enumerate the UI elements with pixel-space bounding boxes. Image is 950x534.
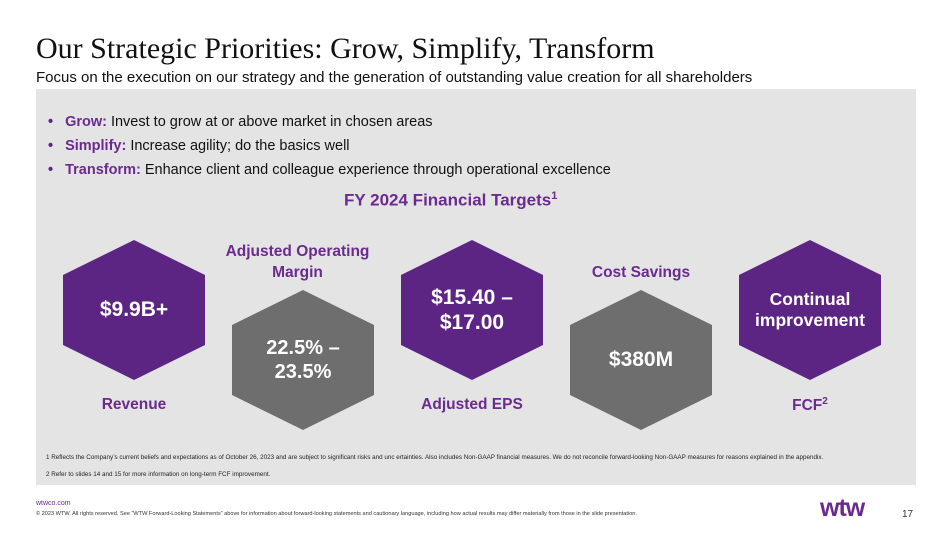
footer-copyright: © 2023 WTW. All rights reserved. See “WT…	[36, 511, 637, 517]
target-hex-fcf: Continual improvement	[739, 240, 881, 380]
priority-text: Increase agility; do the basics well	[130, 138, 350, 154]
priority-item-grow: • Grow: Invest to grow at or above market …	[48, 110, 611, 134]
target-value-line2: 23.5%	[274, 361, 332, 383]
priorities-list: • Grow: Invest to grow at or above market …	[48, 110, 611, 182]
page-number: 17	[902, 509, 914, 520]
target-label-eps: Adjusted EPS	[421, 396, 523, 413]
hexagon-shape	[232, 290, 374, 430]
target-value: $9.9B+	[99, 298, 169, 322]
target-value-line1: Continual	[769, 289, 851, 309]
slide-title: Our Strategic Priorities: Grow, Simplify…	[36, 32, 655, 65]
hexagon-shape	[401, 240, 543, 380]
target-value: 22.5% – 23.5%	[232, 290, 374, 430]
target-label-margin-line1: Adjusted Operating	[225, 243, 370, 260]
bullet-icon: •	[48, 114, 54, 130]
priority-text: Invest to grow at or above market in cho…	[110, 114, 433, 130]
target-hex-cost-savings: $380M	[570, 290, 712, 430]
target-label-margin-line2: Margin	[272, 264, 323, 281]
target-value: $15.40 – $17.00	[401, 240, 543, 380]
priority-keyword: Transform:	[65, 162, 141, 178]
target-label-cost-savings: Cost Savings	[591, 264, 691, 281]
priority-keyword: Simplify:	[65, 138, 127, 154]
target-hex-revenue: $9.9B+	[63, 240, 205, 380]
wtw-logo: wtw	[820, 494, 865, 522]
target-label-revenue: Revenue	[101, 396, 167, 413]
target-value: $380M	[608, 348, 674, 372]
footnote-1: 1 Reflects the Company’s current beliefs…	[46, 454, 824, 461]
target-label-fcf: FCF2	[739, 396, 881, 415]
bullet-icon: •	[48, 162, 54, 178]
target-value: Continual improvement	[739, 240, 881, 380]
priority-text: Enhance client and colleague experience …	[144, 162, 611, 178]
fcf-label-text: FCF	[792, 397, 823, 415]
fcf-label-footnote: 2	[822, 396, 828, 407]
target-value-line1: $15.40 –	[431, 285, 513, 309]
footer-site-link[interactable]: wtwco.com	[36, 500, 71, 507]
bullet-icon: •	[48, 138, 54, 154]
target-hex-eps: $15.40 – $17.00	[401, 240, 543, 380]
hexagon-shape	[570, 290, 712, 430]
target-hex-margin: 22.5% – 23.5%	[232, 290, 374, 430]
priority-item-simplify: • Simplify: Increase agility; do the basic…	[48, 134, 611, 158]
targets-title: FY 2024 Financial Targets	[344, 190, 552, 210]
targets-title-footnote: 1	[551, 190, 558, 202]
hexagon-shape	[739, 240, 881, 380]
priority-item-transform: • Transform: Enhance client and colleague …	[48, 158, 611, 182]
hexagon-shape	[63, 240, 205, 380]
target-value-line2: improvement	[755, 310, 865, 330]
slide-subtitle: Focus on the execution on our strategy a…	[36, 69, 753, 86]
priority-keyword: Grow:	[65, 114, 107, 130]
target-value-line2: $17.00	[439, 311, 505, 334]
footnote-2: 2 Refer to slides 14 and 15 for more inf…	[46, 471, 271, 478]
target-value-line1: 22.5% –	[266, 337, 340, 359]
